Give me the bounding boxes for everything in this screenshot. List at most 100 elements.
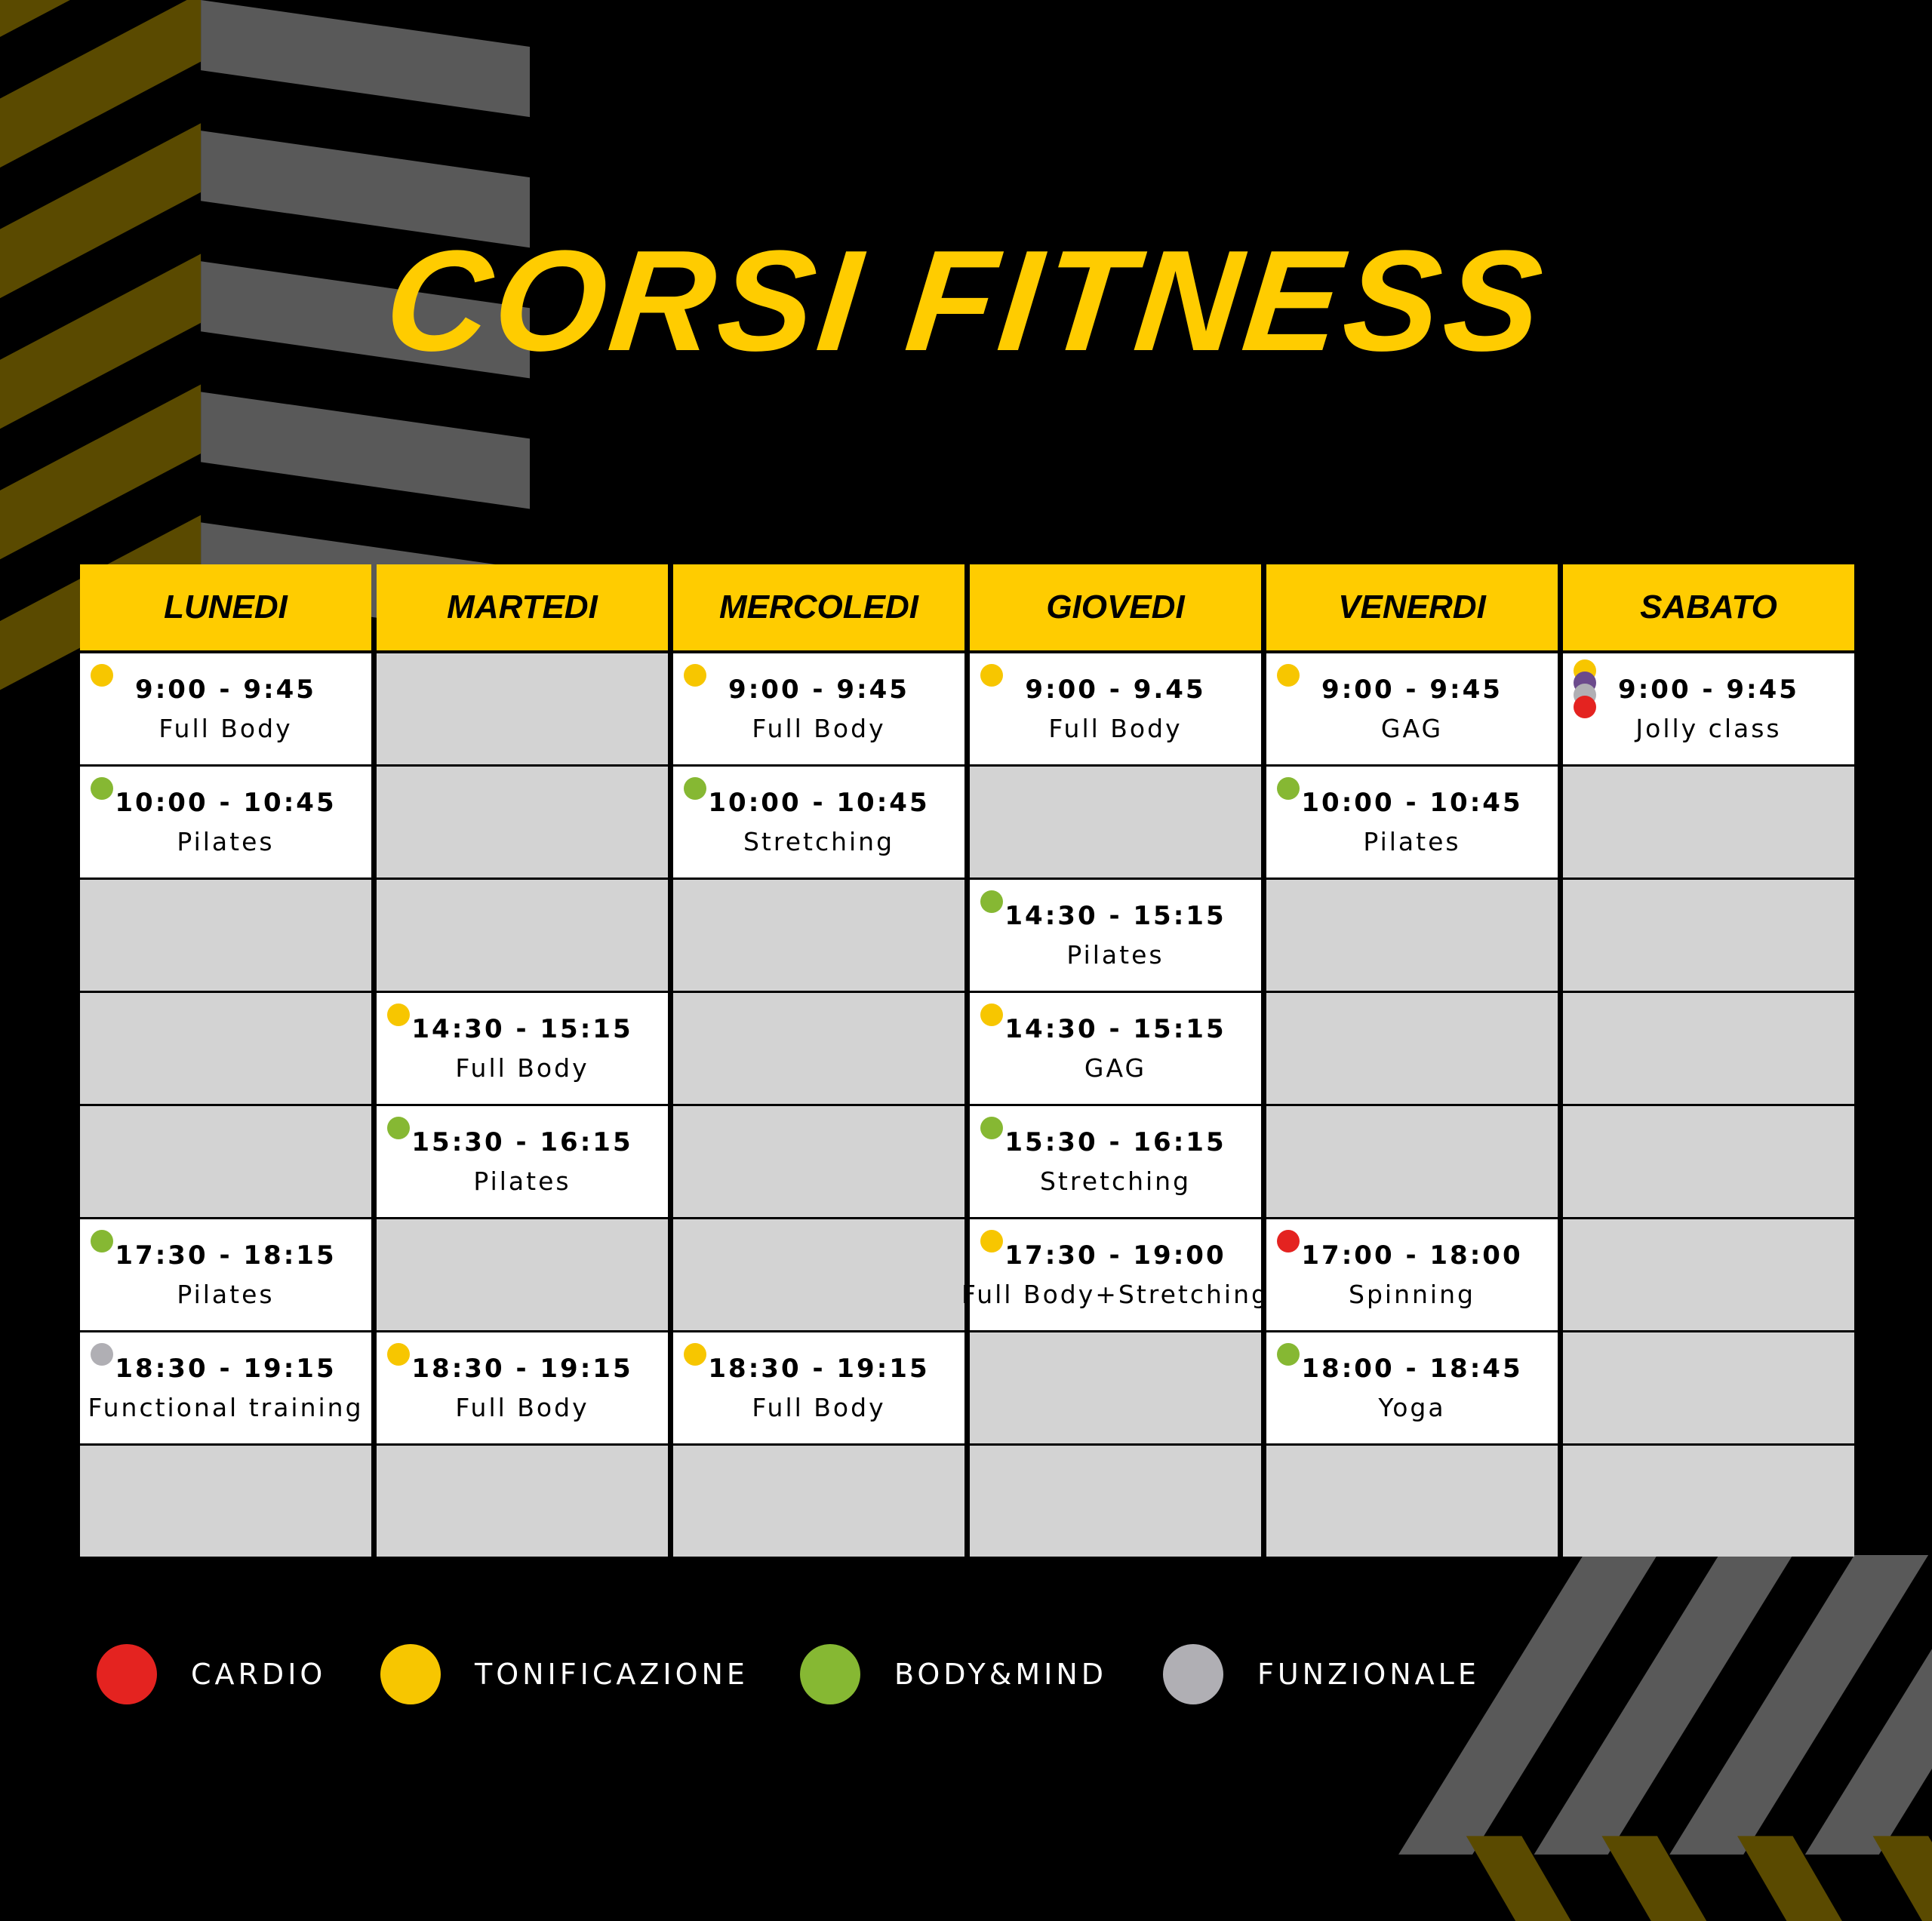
class-name: Pilates: [1066, 939, 1164, 970]
class-name: Spinning: [1349, 1279, 1475, 1309]
class-time: 17:30 - 19:00: [1004, 1240, 1226, 1271]
class-time: 9:00 - 9.45: [1025, 674, 1206, 705]
empty-cell: [970, 1446, 1261, 1557]
empty-cell: [377, 767, 668, 878]
stripe: [0, 384, 202, 560]
category-dot: [684, 664, 706, 687]
class-name: Full Body: [158, 713, 293, 743]
class-cell: 9:00 - 9.45 Full Body: [970, 653, 1261, 764]
empty-cell: [377, 653, 668, 764]
class-name: Full Body: [455, 1053, 589, 1083]
class-time: 9:00 - 9:45: [1321, 674, 1503, 705]
category-dot: [1277, 777, 1300, 800]
class-cell: 10:00 - 10:45 Stretching: [673, 767, 964, 878]
category-dot: [1277, 1230, 1300, 1252]
class-cell: 15:30 - 16:15 Pilates: [377, 1106, 668, 1217]
class-name: Full Body: [752, 1392, 886, 1422]
stripe: [1466, 1836, 1571, 1921]
empty-cell: [1266, 993, 1558, 1104]
category-dot: [1277, 664, 1300, 687]
class-name: Jolly class: [1635, 713, 1782, 743]
category-dot: [387, 1343, 410, 1366]
empty-cell: [1563, 1106, 1854, 1217]
class-time: 18:00 - 18:45: [1301, 1353, 1523, 1384]
day-header: SABATO: [1563, 564, 1854, 650]
class-time: 10:00 - 10:45: [1301, 787, 1523, 818]
class-name: GAG: [1380, 713, 1444, 743]
empty-cell: [1563, 880, 1854, 991]
class-name: Full Body: [1048, 713, 1183, 743]
class-name: Full Body: [752, 713, 886, 743]
empty-cell: [377, 1446, 668, 1557]
stripe: [0, 0, 202, 168]
class-time: 9:00 - 9:45: [1618, 674, 1799, 705]
class-name: Full Body: [455, 1392, 589, 1422]
class-cell: 9:00 - 9:45 Jolly class: [1563, 653, 1854, 764]
empty-cell: [673, 1106, 964, 1217]
class-name: Functional training: [88, 1392, 364, 1422]
title: CORSI FITNESS: [378, 221, 1554, 381]
empty-cell: [80, 993, 371, 1104]
legend-label: FUNZIONALE: [1257, 1658, 1480, 1691]
legend-dot: [97, 1644, 157, 1704]
class-name: GAG: [1084, 1053, 1147, 1083]
class-name: Yoga: [1378, 1392, 1446, 1422]
category-dot: [91, 664, 113, 687]
class-name: Pilates: [473, 1166, 571, 1196]
day-header: MERCOLEDI: [673, 564, 964, 650]
stripe: [1534, 1554, 1793, 1855]
stripe: [0, 123, 202, 299]
empty-cell: [1266, 880, 1558, 991]
class-cell: 14:30 - 15:15 Full Body: [377, 993, 668, 1104]
class-cell: 17:00 - 18:00 Spinning: [1266, 1219, 1558, 1330]
empty-cell: [970, 767, 1261, 878]
stripe: [1872, 1836, 1932, 1921]
empty-cell: [1266, 1106, 1558, 1217]
stripe: [201, 131, 531, 248]
category-dot: [1277, 1343, 1300, 1366]
day-header: GIOVEDI: [970, 564, 1261, 650]
category-dot: [91, 1230, 113, 1252]
stripe: [1737, 1836, 1842, 1921]
stripe: [201, 261, 531, 379]
class-name: Pilates: [177, 1279, 275, 1309]
stripe: [1398, 1554, 1657, 1855]
stripe: [1669, 1554, 1929, 1855]
class-cell: 10:00 - 10:45 Pilates: [1266, 767, 1558, 878]
empty-cell: [1563, 993, 1854, 1104]
category-dot: [980, 1117, 1003, 1139]
class-time: 17:00 - 18:00: [1301, 1240, 1523, 1271]
category-dot: [1574, 696, 1596, 718]
category-dot: [91, 1343, 113, 1366]
empty-cell: [1563, 767, 1854, 878]
class-time: 18:30 - 19:15: [708, 1353, 930, 1384]
class-time: 9:00 - 9:45: [728, 674, 909, 705]
category-dot: [91, 777, 113, 800]
category-dot: [387, 1117, 410, 1139]
class-time: 14:30 - 15:15: [1004, 1013, 1226, 1044]
class-time: 15:30 - 16:15: [411, 1126, 633, 1157]
legend-label: TONIFICAZIONE: [475, 1658, 749, 1691]
day-header: LUNEDI: [80, 564, 371, 650]
class-cell: 18:30 - 19:15 Full Body: [673, 1332, 964, 1443]
empty-cell: [1563, 1332, 1854, 1443]
category-dot: [684, 777, 706, 800]
empty-cell: [673, 1219, 964, 1330]
class-cell: 14:30 - 15:15 Pilates: [970, 880, 1261, 991]
class-time: 17:30 - 18:15: [115, 1240, 337, 1271]
stripe: [201, 392, 531, 509]
day-header: VENERDI: [1266, 564, 1558, 650]
class-cell: 9:00 - 9:45 Full Body: [80, 653, 371, 764]
day-header: MARTEDI: [377, 564, 668, 650]
empty-cell: [377, 1219, 668, 1330]
class-cell: 18:00 - 18:45 Yoga: [1266, 1332, 1558, 1443]
stripe: [201, 0, 531, 118]
category-dot: [980, 664, 1003, 687]
class-name: Stretching: [1039, 1166, 1192, 1196]
legend-label: BODY&MIND: [894, 1658, 1108, 1691]
empty-cell: [80, 1446, 371, 1557]
empty-cell: [377, 880, 668, 991]
empty-cell: [80, 880, 371, 991]
empty-cell: [1563, 1446, 1854, 1557]
